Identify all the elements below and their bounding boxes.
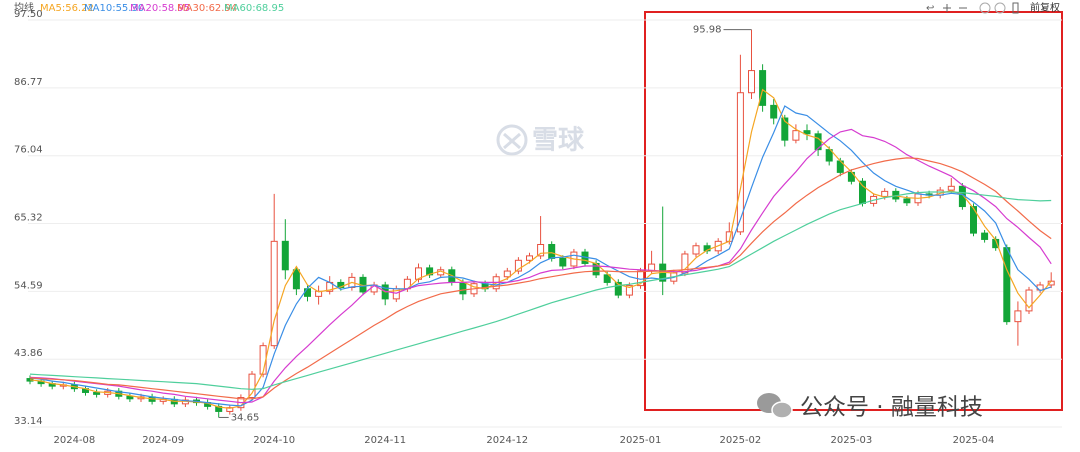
candle-body [226,407,234,412]
y-tick-label: 65.32 [14,213,43,224]
x-tick-label: 2024-11 [364,435,406,446]
icon-bubble [771,401,793,419]
legend-entry: MA5:56.22 [40,3,94,14]
y-tick-label: 33.14 [14,416,43,427]
watermark-logo [496,124,528,156]
candle-body [292,269,300,290]
candle-body [537,243,545,257]
candle-body [970,206,977,234]
candle-body [1025,289,1033,312]
candle-body [270,240,278,347]
x-tick-label: 2024-12 [486,435,528,446]
x-tick-label: 2024-09 [142,435,184,446]
legend-entry: MA60:68.95 [224,3,284,14]
legend-entry: MA10:55.30 [84,3,144,14]
wechat-icon [757,393,793,419]
ma-line [29,157,1052,400]
icon-pause[interactable] [1012,2,1019,14]
candle-body [426,267,434,276]
candle-body [770,104,778,119]
candle-body [559,257,567,267]
toolbar-icons[interactable]: ↩ [926,2,1019,14]
candle-body [1003,247,1011,323]
candle-body [803,130,811,135]
ma-line [29,105,1052,407]
candle-body [281,240,289,271]
ma-line [29,128,1052,404]
icon-left[interactable] [979,2,991,14]
y-tick-label: 43.86 [14,348,43,359]
candle-body [736,92,744,233]
candle-body [304,288,311,297]
y-tick-label: 97.50 [14,9,43,20]
candle-body [1014,310,1022,323]
candle-body [759,70,767,106]
candle-body [947,185,955,191]
annotation: 95.98 [693,25,722,36]
candle-body [459,281,467,295]
candle-body [503,270,511,278]
candle-body [792,130,800,141]
candle-body [93,391,101,395]
candle-body [548,243,556,259]
y-tick-label: 54.59 [14,280,43,291]
candle-body [625,285,633,296]
ma-line [29,191,1052,390]
candle-body [781,117,789,141]
watermark-account: 公众号 · 融量科技 [800,395,983,421]
x-tick-label: 2025-01 [620,435,662,446]
legend-title: 均线 [14,1,34,14]
highlight-box [644,11,1063,411]
ma-line [29,88,1052,409]
candle-body [825,149,833,162]
candle-body [614,281,622,296]
x-tick-label: 2025-02 [720,435,762,446]
candle-body [126,395,134,400]
icon-reset[interactable]: ↩ [926,3,934,14]
y-tick-label: 76.04 [14,145,43,156]
x-tick-label: 2025-03 [831,435,873,446]
x-tick-label: 2025-04 [953,435,995,446]
logo-mark [503,132,521,150]
candle-body [526,255,533,261]
candle-body [881,190,889,197]
y-tick-label: 86.77 [14,77,43,88]
icon-right[interactable] [994,2,1006,14]
candle-body [859,180,866,204]
legend-entry: MA20:58.95 [130,3,190,14]
candle-body [692,245,700,255]
candle-body [248,373,256,399]
candle-body [903,198,911,204]
x-tick-label: 2024-10 [253,435,295,446]
candle-body [514,259,522,272]
x-tick-label: 2024-08 [54,435,96,446]
grid [28,19,1062,428]
candle-body [603,274,611,283]
icon-zoom-in[interactable] [943,4,951,12]
watermark: 雪球 [532,126,585,156]
legend-entry: MA30:62.94 [177,3,237,14]
adjust-mode[interactable]: 前复权 [1030,1,1060,14]
candle-body [981,232,989,240]
annotation: 34.65 [231,412,260,423]
candle-body [748,70,755,94]
logo-ring [496,124,528,156]
